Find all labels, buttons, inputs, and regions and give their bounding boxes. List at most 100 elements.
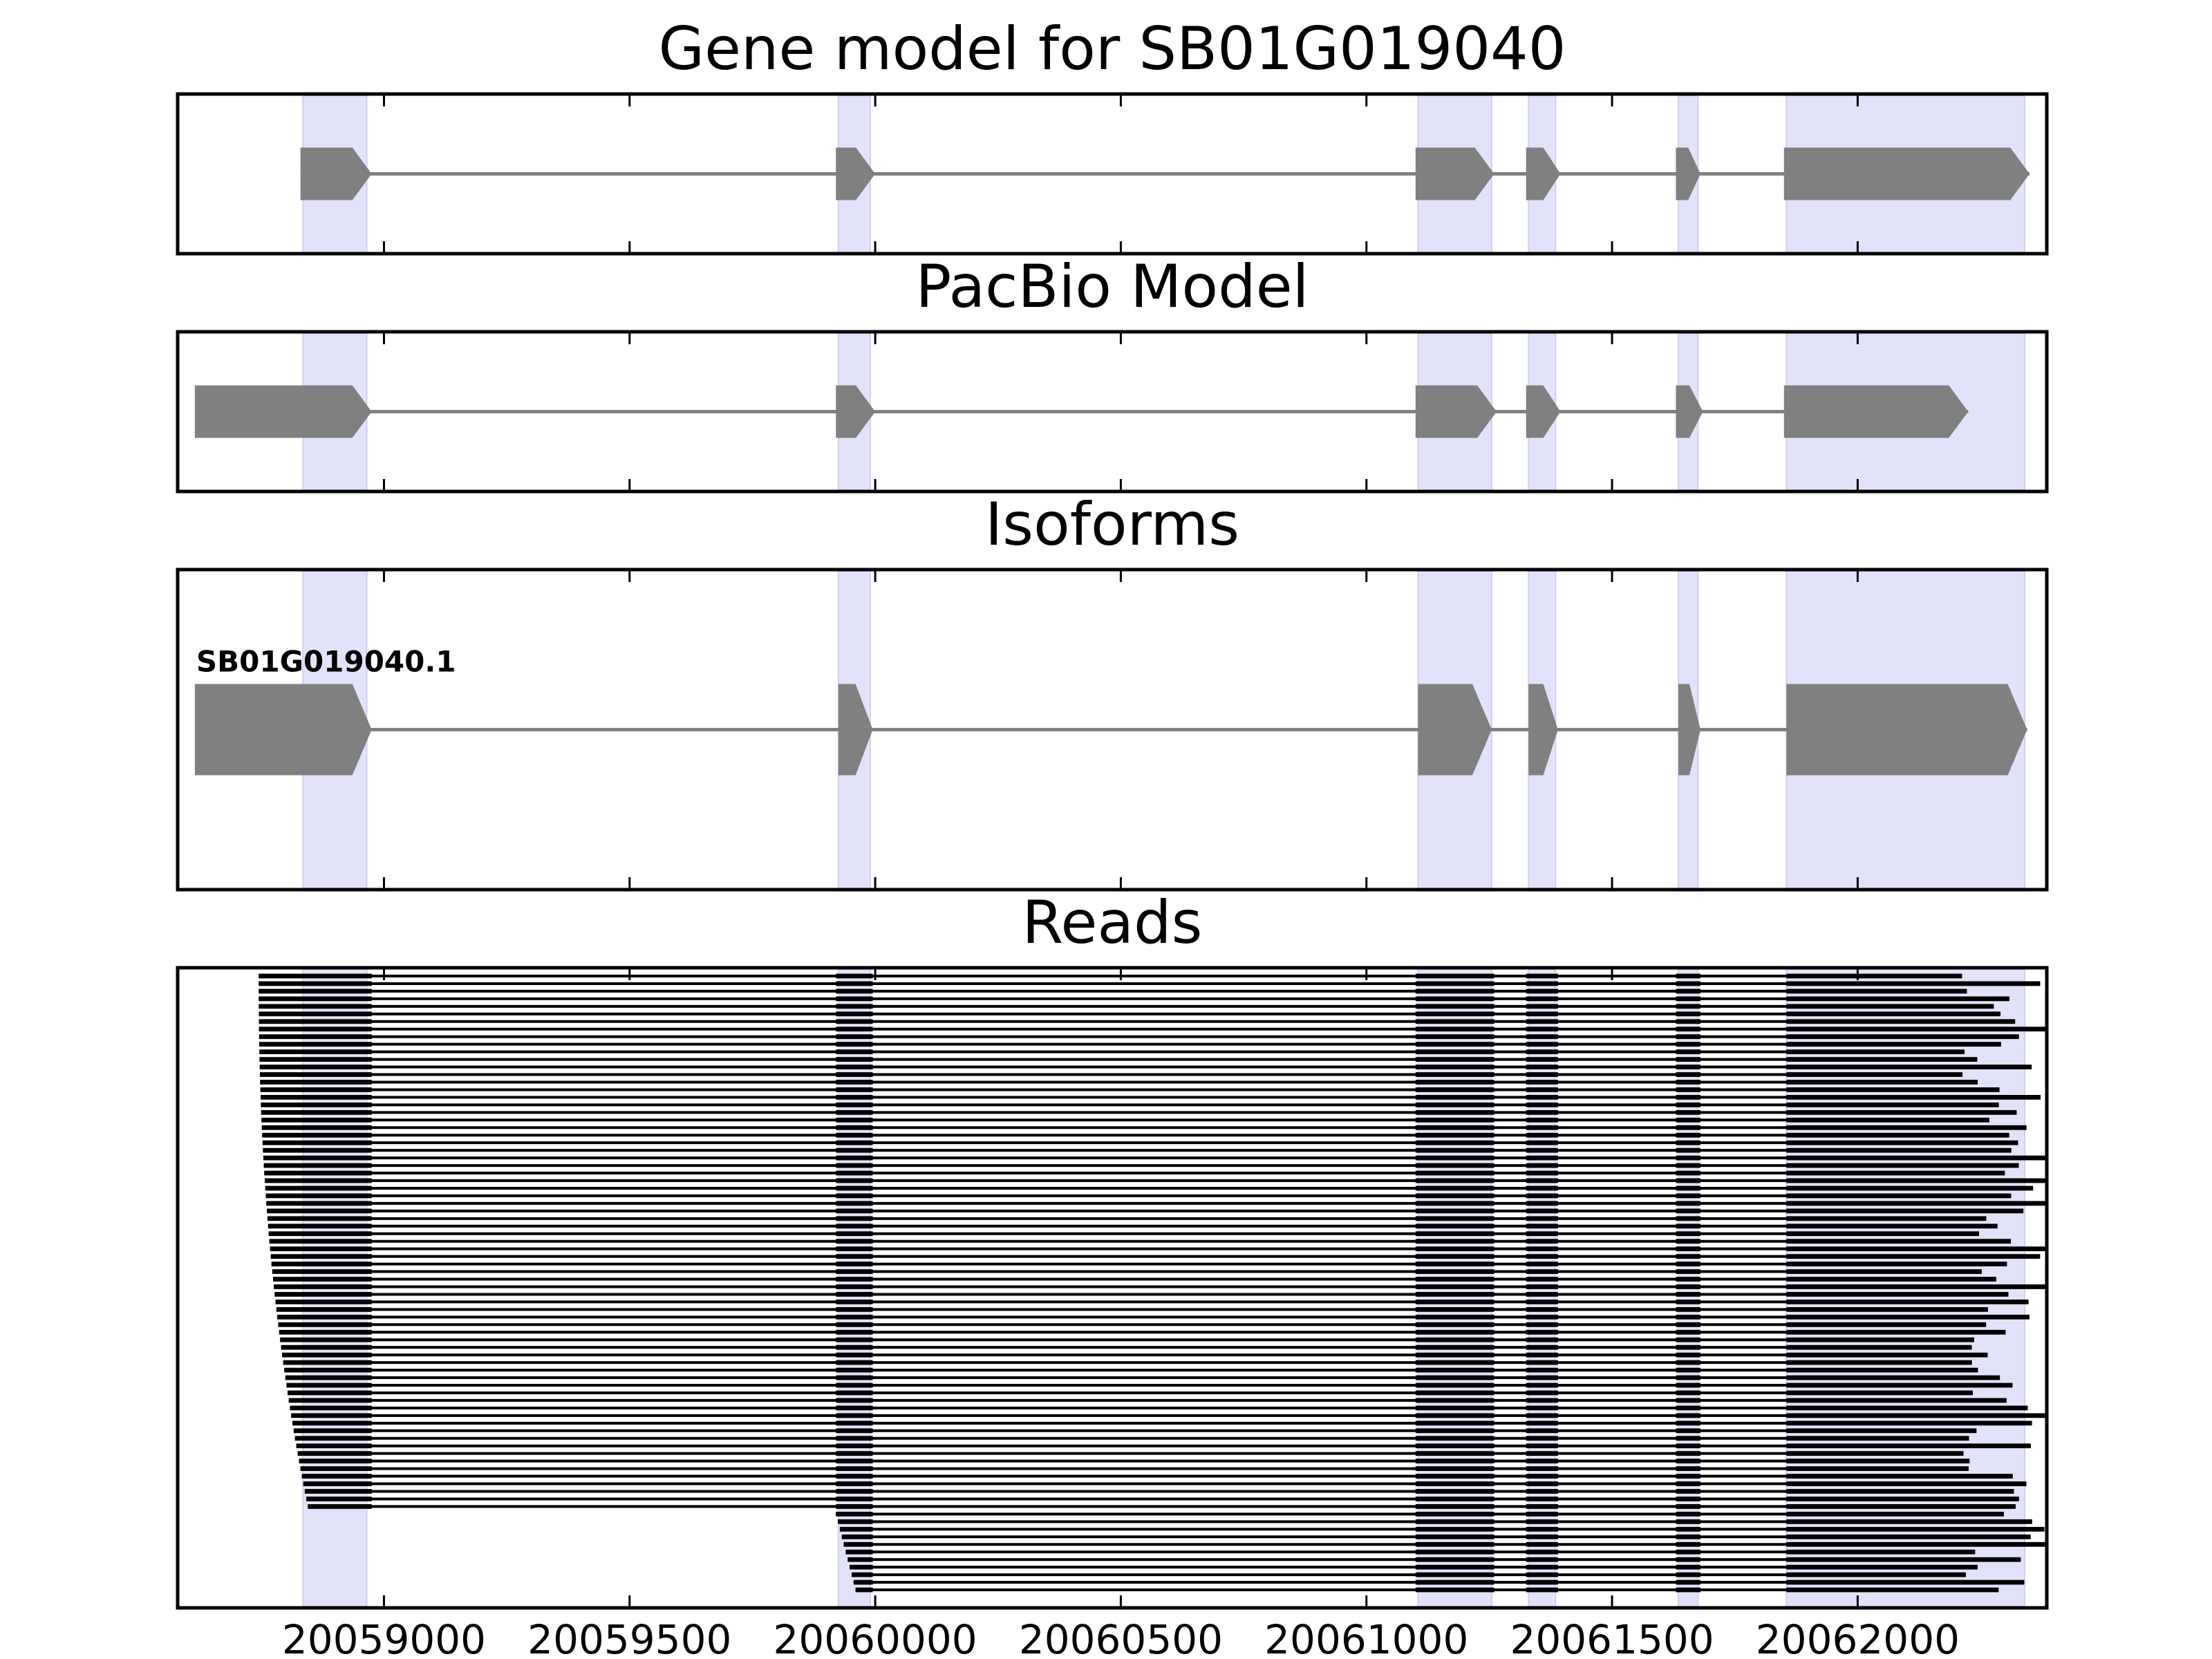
read-32-block-3 <box>1526 1216 1558 1221</box>
read-60-block-1 <box>836 1428 873 1434</box>
read-71-block-1 <box>1415 1511 1494 1517</box>
read-7-block-0 <box>259 1027 372 1032</box>
read-19-block-4 <box>1676 1117 1700 1123</box>
read-48-block-3 <box>1526 1337 1558 1342</box>
read-63-block-3 <box>1526 1451 1558 1456</box>
read-25-block-1 <box>836 1163 873 1168</box>
read-8-block-4 <box>1676 1034 1700 1040</box>
track-0-0 <box>300 147 2030 200</box>
read-45-block-2 <box>1415 1314 1494 1320</box>
read-65-block-3 <box>1526 1466 1558 1471</box>
read-72-block-2 <box>1526 1519 1558 1524</box>
read-61-block-0 <box>294 1436 372 1441</box>
read-14-block-2 <box>1415 1080 1494 1085</box>
read-6-block-3 <box>1526 1019 1558 1024</box>
read-47-block-0 <box>279 1329 372 1335</box>
read-16-block-0 <box>261 1095 372 1100</box>
read-47-block-2 <box>1415 1329 1494 1335</box>
read-24-block-2 <box>1415 1155 1494 1161</box>
read-52-block-0 <box>284 1367 372 1373</box>
read-3-block-1 <box>836 996 873 1002</box>
read-2-block-2 <box>1415 988 1494 994</box>
track-1-0 <box>194 385 1969 438</box>
read-68-block-4 <box>1676 1489 1700 1494</box>
read-31-block-1 <box>836 1208 873 1214</box>
read-35-block-2 <box>1415 1239 1494 1244</box>
read-59-block-1 <box>836 1421 873 1426</box>
read-50-block-3 <box>1526 1352 1558 1358</box>
read-80-block-3 <box>1676 1580 1700 1585</box>
read-46-block-4 <box>1676 1322 1700 1327</box>
read-36-block-1 <box>836 1246 873 1252</box>
read-37-block-2 <box>1415 1254 1494 1259</box>
panel-title-0: Gene model for SB01G019040 <box>659 15 1566 84</box>
read-34-block-1 <box>836 1231 873 1237</box>
read-32-block-4 <box>1676 1216 1700 1221</box>
read-51-block-5 <box>1786 1360 1972 1365</box>
read-74-block-4 <box>1786 1534 2031 1539</box>
read-55-block-0 <box>288 1390 372 1396</box>
read-39-block-2 <box>1415 1269 1494 1274</box>
read-19-block-0 <box>261 1117 372 1123</box>
read-49-block-3 <box>1526 1344 1558 1350</box>
read-10-block-3 <box>1526 1049 1558 1055</box>
read-20-block-4 <box>1676 1125 1700 1130</box>
read-13-block-2 <box>1415 1072 1494 1077</box>
read-29-block-2 <box>1415 1193 1494 1199</box>
read-65-block-2 <box>1415 1466 1494 1471</box>
read-71-block-0 <box>836 1511 873 1517</box>
read-63-block-1 <box>836 1451 873 1456</box>
read-28-block-5 <box>1786 1185 2034 1191</box>
read-3-block-2 <box>1415 996 1494 1002</box>
read-62-block-3 <box>1526 1443 1558 1449</box>
read-64-block-0 <box>299 1459 372 1464</box>
read-4-block-0 <box>259 1004 372 1009</box>
read-21-block-4 <box>1676 1132 1700 1138</box>
read-22-block-2 <box>1415 1140 1494 1145</box>
exon-0-0-5 <box>1783 147 2030 200</box>
read-59-block-5 <box>1786 1421 2032 1426</box>
read-44-block-3 <box>1526 1306 1558 1312</box>
read-69-block-1 <box>836 1497 873 1501</box>
read-33-block-0 <box>268 1224 372 1229</box>
read-1-block-1 <box>836 981 873 986</box>
exon-1-0-4 <box>1676 385 1703 438</box>
read-33-block-2 <box>1415 1224 1494 1229</box>
exon-2-0-3 <box>1528 684 1558 776</box>
read-30-block-0 <box>266 1201 372 1206</box>
read-25-block-4 <box>1676 1163 1700 1168</box>
read-61-block-4 <box>1676 1436 1700 1441</box>
read-18-block-2 <box>1415 1109 1494 1115</box>
read-54-block-2 <box>1415 1382 1494 1388</box>
read-10-block-5 <box>1786 1049 1965 1055</box>
read-65-block-0 <box>300 1466 372 1471</box>
read-52-block-4 <box>1676 1367 1700 1373</box>
read-67-block-5 <box>1786 1481 2027 1486</box>
read-38-block-4 <box>1676 1262 1700 1266</box>
read-51-block-1 <box>836 1360 873 1365</box>
read-66-block-5 <box>1786 1474 2013 1479</box>
read-15-block-2 <box>1415 1087 1494 1092</box>
read-65-block-4 <box>1676 1466 1700 1471</box>
read-53-block-2 <box>1415 1375 1494 1380</box>
exon-2-0-0 <box>194 684 372 776</box>
read-11-block-2 <box>1415 1057 1494 1062</box>
read-62-block-0 <box>296 1443 372 1449</box>
read-27-block-5 <box>1786 1178 2047 1183</box>
read-79-block-2 <box>1526 1572 1558 1577</box>
read-35-block-4 <box>1676 1239 1700 1244</box>
read-56-block-1 <box>836 1398 873 1403</box>
read-81-block-3 <box>1676 1587 1700 1593</box>
read-46-block-5 <box>1786 1322 1987 1327</box>
read-10-block-4 <box>1676 1049 1700 1055</box>
exon-0-0-0 <box>300 147 372 200</box>
read-31-block-4 <box>1676 1208 1700 1214</box>
read-7-block-1 <box>836 1027 873 1032</box>
read-22-block-0 <box>262 1140 372 1145</box>
read-62-block-4 <box>1676 1443 1700 1449</box>
read-4-block-2 <box>1415 1004 1494 1009</box>
read-68-block-5 <box>1786 1489 2014 1494</box>
read-39-block-5 <box>1786 1269 1982 1274</box>
read-35-block-5 <box>1786 1239 2012 1244</box>
read-74-block-2 <box>1526 1534 1558 1539</box>
